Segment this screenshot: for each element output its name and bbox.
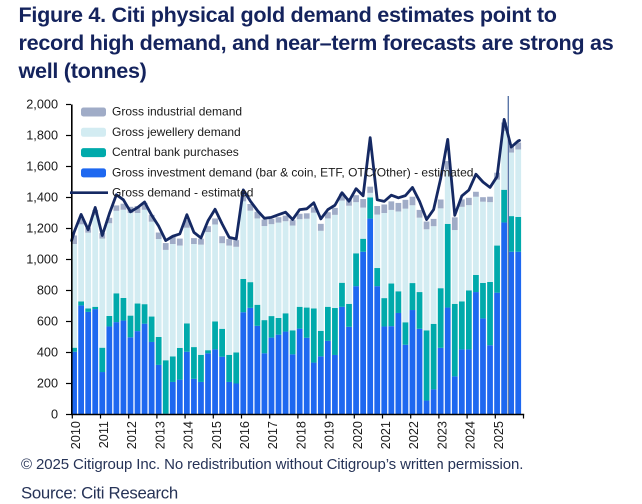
svg-text:600: 600 bbox=[37, 315, 58, 329]
svg-text:2016: 2016 bbox=[238, 421, 252, 449]
svg-text:Gross industrial demand: Gross industrial demand bbox=[112, 105, 242, 119]
svg-text:2023: 2023 bbox=[435, 421, 449, 449]
svg-text:2015: 2015 bbox=[210, 421, 224, 449]
svg-text:Figure 4. Citi physical gold d: Figure 4. Citi physical gold demand esti… bbox=[19, 2, 557, 27]
svg-text:Gross demand - estimated: Gross demand - estimated bbox=[112, 186, 253, 200]
svg-text:1,000: 1,000 bbox=[26, 253, 58, 267]
svg-text:2022: 2022 bbox=[407, 421, 421, 449]
svg-text:2012: 2012 bbox=[125, 421, 139, 449]
svg-text:400: 400 bbox=[37, 346, 58, 360]
svg-text:2013: 2013 bbox=[153, 421, 167, 449]
svg-text:2,000: 2,000 bbox=[26, 98, 58, 112]
svg-text:Gross investment demand (bar &: Gross investment demand (bar & coin, ETF… bbox=[112, 165, 473, 179]
svg-text:1,200: 1,200 bbox=[26, 222, 58, 236]
svg-text:2011: 2011 bbox=[97, 421, 111, 448]
svg-text:2019: 2019 bbox=[323, 421, 337, 449]
svg-text:record high demand, and near–t: record high demand, and near–term foreca… bbox=[19, 30, 614, 55]
svg-text:2024: 2024 bbox=[464, 421, 478, 449]
svg-text:200: 200 bbox=[37, 377, 58, 391]
svg-text:Central bank purchases: Central bank purchases bbox=[112, 145, 239, 159]
svg-text:2018: 2018 bbox=[294, 421, 308, 449]
svg-text:1,800: 1,800 bbox=[26, 129, 58, 143]
svg-text:2020: 2020 bbox=[351, 421, 365, 449]
svg-text:2017: 2017 bbox=[266, 421, 280, 449]
svg-text:2021: 2021 bbox=[379, 421, 393, 449]
svg-text:1,600: 1,600 bbox=[26, 160, 58, 174]
svg-text:2014: 2014 bbox=[182, 421, 196, 449]
svg-text:well (tonnes): well (tonnes) bbox=[18, 58, 147, 83]
svg-text:© 2025 Citigroup Inc. No redis: © 2025 Citigroup Inc. No redistribution … bbox=[21, 456, 523, 473]
svg-text:1,400: 1,400 bbox=[26, 191, 58, 205]
svg-text:800: 800 bbox=[37, 284, 58, 298]
svg-text:0: 0 bbox=[51, 408, 58, 422]
svg-text:Source: Citi Research: Source: Citi Research bbox=[21, 484, 178, 503]
svg-text:2025: 2025 bbox=[492, 421, 506, 449]
svg-text:2010: 2010 bbox=[69, 421, 83, 449]
svg-text:Gross jewellery demand: Gross jewellery demand bbox=[112, 125, 241, 139]
